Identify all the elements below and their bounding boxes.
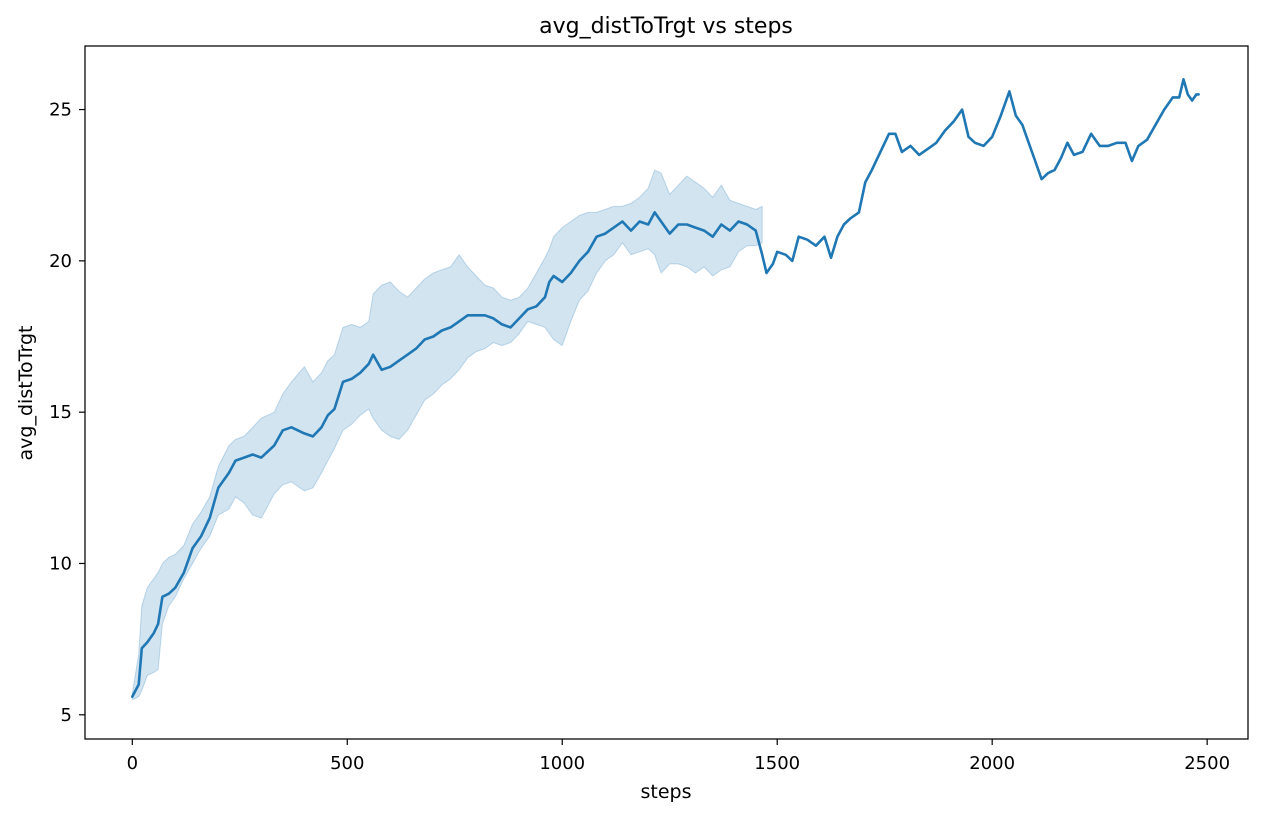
x-tick-label: 2000 [969,753,1015,774]
y-tick-label: 15 [49,402,72,423]
y-tick-label: 5 [61,705,72,726]
x-tick-label: 1000 [539,753,585,774]
series-line [131,78,1200,698]
confidence-band [131,169,763,701]
chart-title: avg_distToTrgt vs steps [539,14,793,39]
x-axis-title: steps [641,781,692,803]
x-tick-label: 2500 [1184,753,1230,774]
axis-ticks: 0 500 1000 1500 2000 2500 5 10 15 20 25 [49,100,1230,774]
x-tick-label: 0 [127,753,138,774]
x-tick-label: 1500 [754,753,800,774]
y-axis-title: avg_distToTrgt [15,326,37,461]
y-tick-label: 10 [49,553,72,574]
x-tick-label: 500 [330,753,364,774]
plot-area [131,78,1200,701]
y-tick-label: 20 [49,251,72,272]
y-tick-label: 25 [49,100,72,121]
axes-frame [84,45,1249,740]
